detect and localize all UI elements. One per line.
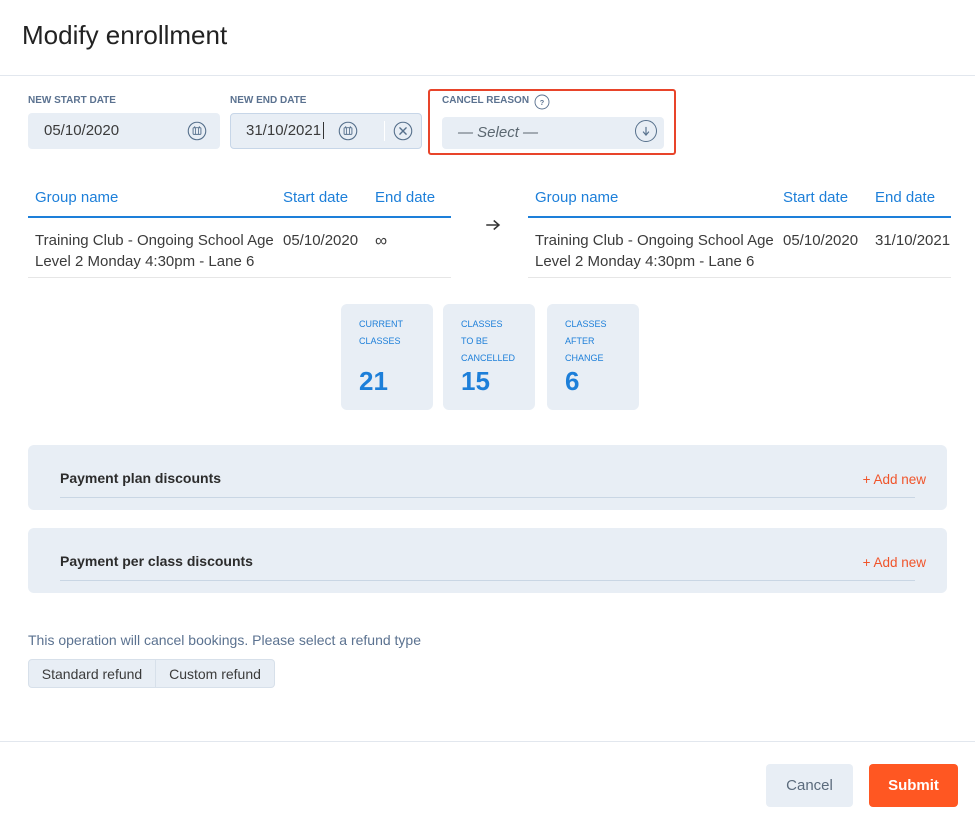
svg-text:?: ? [540,98,545,107]
